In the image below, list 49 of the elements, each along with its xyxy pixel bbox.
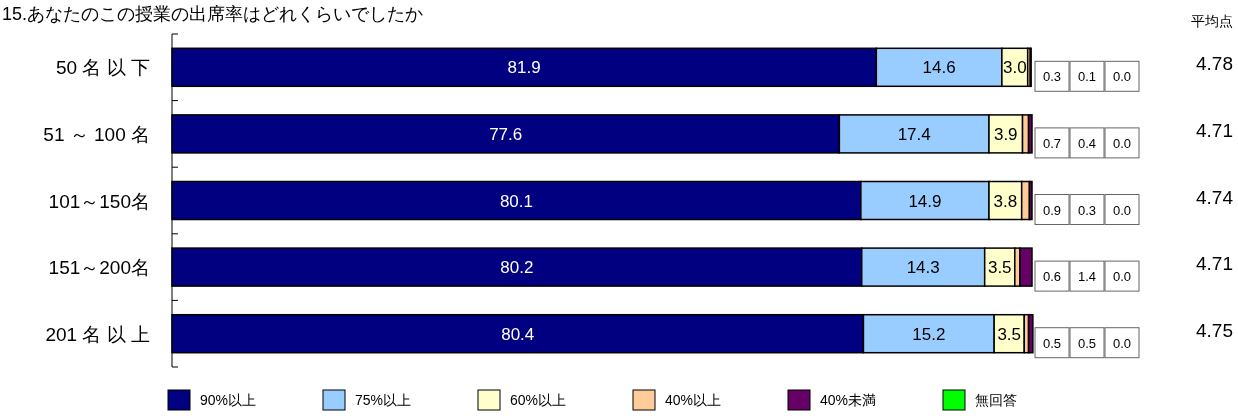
data-label: 3.9 (993, 124, 1018, 144)
y-tick-label: 201 名 以 上 (45, 323, 150, 345)
text: 4.75 (1196, 319, 1233, 341)
data-label: 80.1 (499, 191, 533, 211)
data-label: 17.4 (897, 124, 931, 144)
text: 4.71 (1196, 119, 1233, 141)
data-label: 77.6 (489, 124, 523, 144)
data-label: 0.9 (1042, 202, 1062, 218)
legend-label: 75%以上 (355, 392, 412, 408)
data-label: 0.7 (1042, 135, 1062, 151)
data-label: 1.4 (1077, 269, 1097, 285)
data-label: 3.8 (993, 191, 1018, 211)
legend-label: 60%以上 (510, 392, 567, 408)
data-label: 0.3 (1042, 69, 1062, 85)
text: 4.71 (1196, 253, 1233, 275)
legend-label: 40%以上 (665, 392, 722, 408)
data-label: 80.2 (500, 258, 534, 278)
data-label: 0.0 (1112, 202, 1132, 218)
text: 4.78 (1196, 53, 1233, 75)
data-label: 0.0 (1112, 135, 1132, 151)
data-label: 15.2 (912, 324, 946, 344)
bar (1027, 313, 1034, 354)
text: 4.74 (1196, 186, 1234, 208)
text: 平均点 (1191, 13, 1233, 29)
data-label: 0.5 (1077, 335, 1097, 351)
data-label: 0.6 (1042, 269, 1062, 285)
data-label: 0.5 (1042, 335, 1062, 351)
data-label: 3.5 (987, 258, 1012, 278)
data-label: 0.0 (1112, 335, 1132, 351)
y-tick-label: 51 ～ 100 名 (43, 123, 150, 145)
legend-label: 40%未満 (820, 392, 877, 408)
legend-label: 90%以上 (200, 392, 257, 408)
y-tick-label: 50 名 以 下 (56, 57, 150, 79)
y-tick-label: 151～200名 (48, 257, 150, 279)
data-label: 3.0 (1002, 58, 1027, 78)
data-label: 0.0 (1112, 269, 1132, 285)
legend-label: 無回答 (975, 392, 1017, 408)
data-label: 81.9 (507, 58, 541, 78)
y-tick-label: 101～150名 (48, 190, 150, 212)
data-label: 0.0 (1112, 69, 1132, 85)
data-label: 0.3 (1077, 202, 1097, 218)
data-label: 14.3 (906, 258, 940, 278)
chart-title: 15.あなたのこの授業の出席率はどれくらいでしたか (2, 4, 424, 24)
data-label: 0.1 (1077, 69, 1097, 85)
data-label: 80.4 (501, 324, 535, 344)
data-label: 0.4 (1077, 135, 1097, 151)
data-label: 14.6 (922, 58, 956, 78)
data-label: 14.9 (908, 191, 942, 211)
data-label: 3.5 (997, 324, 1022, 344)
